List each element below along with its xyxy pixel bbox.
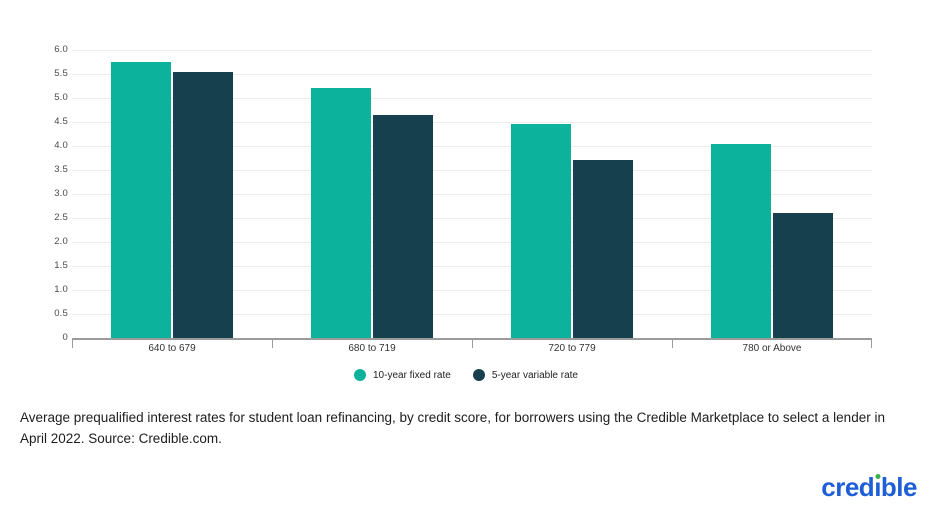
gridline (72, 314, 872, 315)
bar-5-year-variable-rate (373, 114, 433, 338)
legend: 10-year fixed rate 5-year variable rate (0, 369, 932, 381)
logo-text-before-i: cred (821, 472, 875, 502)
bar-5-year-variable-rate (573, 160, 633, 338)
gridline (72, 146, 872, 147)
legend-item-10-year-fixed: 10-year fixed rate (354, 369, 451, 381)
gridline (72, 290, 872, 291)
gridline (72, 122, 872, 123)
bar-5-year-variable-rate (173, 71, 233, 338)
logo-text-after-i: ble (880, 472, 918, 502)
credible-logo: credı ble (821, 472, 917, 503)
logo-letter-i: ı (874, 472, 881, 502)
y-axis-tick-label: 5.0 (54, 91, 68, 103)
bar-10-year-fixed-rate (111, 62, 171, 338)
x-axis-category-label: 720 to 779 (548, 343, 596, 354)
x-axis-tick (472, 338, 473, 348)
x-axis-tick (871, 338, 872, 348)
gridline (72, 242, 872, 243)
y-axis-labels: 6.0 5.5 5.0 4.5 4.0 3.5 3.0 2.5 2.0 1.5 1.0 0.5 0 (28, 44, 68, 343)
x-axis-labels: 640 to 679 680 to 719 720 to 779 780 or Abo… (72, 343, 872, 357)
gridline (72, 98, 872, 99)
legend-dot-10-year-fixed-icon (354, 369, 366, 381)
y-axis-tick-label: 0.5 (54, 307, 68, 319)
y-axis-tick-label: 3.5 (54, 163, 68, 175)
logo-green-dot-icon (875, 474, 881, 479)
legend-label-5-year-variable: 5-year variable rate (491, 369, 578, 381)
y-axis-tick-label: 1.5 (54, 259, 68, 271)
gridline (72, 266, 872, 267)
y-axis-tick-label: 4.0 (54, 139, 68, 151)
x-axis-tick (272, 338, 273, 348)
y-axis-tick-label: 6.0 (54, 43, 68, 55)
bar-10-year-fixed-rate (711, 143, 771, 338)
gridline (72, 170, 872, 171)
x-axis-tick (72, 338, 73, 348)
y-axis-tick-label: 3.0 (54, 187, 68, 199)
y-axis-tick-label: 4.5 (54, 115, 68, 127)
x-axis (72, 338, 872, 348)
caption: Average prequalified interest rates for … (20, 410, 885, 446)
legend-dot-5-year-variable-icon (472, 369, 485, 381)
x-axis-category-label: 680 to 719 (348, 343, 396, 354)
x-axis-category-label: 640 to 679 (148, 343, 196, 354)
gridline (72, 74, 872, 75)
legend-item-5-year-variable: 5-year variable rate (472, 369, 578, 381)
y-axis-tick-label: 2.0 (54, 235, 68, 247)
legend-label-10-year-fixed: 10-year fixed rate (373, 369, 451, 381)
gridline (72, 50, 872, 51)
y-axis-tick-label: 0 (62, 331, 68, 343)
bar-5-year-variable-rate (773, 213, 833, 338)
x-axis-tick (672, 338, 673, 348)
gridline (72, 218, 872, 219)
bar-10-year-fixed-rate (311, 88, 371, 338)
gridline (72, 194, 872, 195)
bar-10-year-fixed-rate (511, 124, 571, 338)
rates-bar-chart: 6.0 5.5 5.0 4.5 4.0 3.5 3.0 2.5 2.0 1.5 1.0 0.5 0 64… (28, 44, 872, 357)
y-axis-tick-label: 2.5 (54, 211, 68, 223)
plot-area (72, 50, 872, 338)
y-axis-tick-label: 5.5 (54, 67, 68, 79)
x-axis-category-label: 780 or Above (742, 343, 802, 354)
y-axis-tick-label: 1.0 (54, 283, 68, 295)
